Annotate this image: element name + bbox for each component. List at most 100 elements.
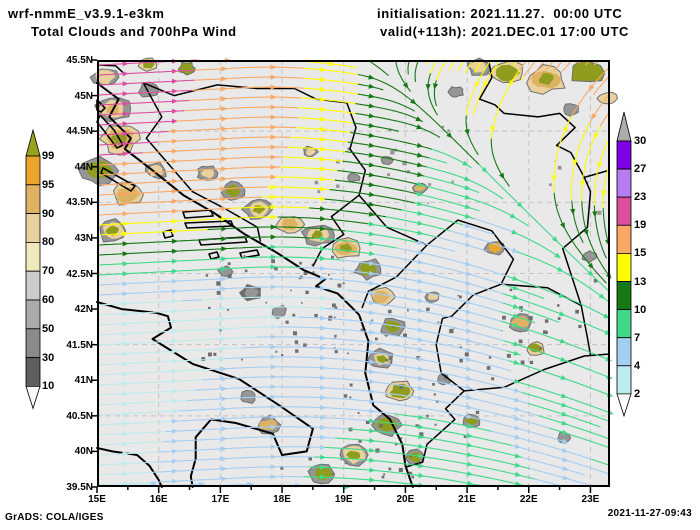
colorbar-segment bbox=[25, 213, 41, 243]
colorbar-label: 2 bbox=[634, 387, 641, 400]
cloud-speck bbox=[292, 313, 296, 317]
cloud-speck bbox=[449, 328, 454, 334]
streamline bbox=[98, 156, 283, 166]
cloud-speck bbox=[444, 376, 447, 380]
init-time-label: initialisation: 2021.11.27. 00:00 UTC bbox=[377, 6, 623, 21]
streamline bbox=[449, 230, 517, 253]
lat-label: 45N bbox=[74, 90, 93, 102]
streamline bbox=[298, 107, 356, 115]
wind-colorbar bbox=[616, 111, 632, 418]
cloud-speck bbox=[502, 315, 506, 320]
streamline bbox=[334, 437, 530, 470]
cloud-speck bbox=[357, 412, 360, 414]
streamline bbox=[303, 476, 431, 488]
colorbar-label: 4 bbox=[634, 359, 641, 372]
streamline bbox=[599, 112, 609, 127]
cloud-speck bbox=[334, 350, 338, 354]
streamline bbox=[342, 259, 503, 295]
cloud-speck bbox=[451, 180, 454, 184]
colorbar-arrow-top bbox=[616, 111, 632, 142]
streamline bbox=[503, 339, 609, 378]
cloud-speck bbox=[334, 334, 337, 338]
coastline bbox=[96, 447, 163, 488]
cloud-speck bbox=[301, 302, 303, 304]
streamline bbox=[230, 206, 309, 209]
cloud-speck bbox=[201, 357, 206, 361]
cloud-blob bbox=[346, 451, 361, 459]
cloud-speck bbox=[544, 319, 549, 323]
cloud-blob bbox=[596, 91, 619, 105]
cloud-blob bbox=[178, 61, 197, 76]
cloud-speck bbox=[464, 352, 469, 357]
streamline bbox=[275, 176, 335, 181]
cloud-speck bbox=[486, 366, 491, 370]
streamline bbox=[474, 218, 515, 233]
cloud-speck bbox=[520, 360, 525, 365]
streamline bbox=[189, 96, 302, 102]
cloud-speck bbox=[387, 173, 390, 177]
streamline bbox=[225, 356, 522, 393]
streamline bbox=[202, 296, 348, 301]
lon-label: 16E bbox=[149, 494, 168, 505]
colorbar-label: 23 bbox=[634, 191, 647, 204]
cloud-speck bbox=[578, 324, 582, 329]
cloud-blob bbox=[271, 304, 287, 320]
streamline bbox=[98, 286, 325, 296]
colorbar-segment bbox=[616, 365, 632, 395]
streamline bbox=[570, 122, 591, 201]
streamline bbox=[98, 89, 193, 96]
lon-label: 20E bbox=[396, 494, 415, 505]
cloud-speck bbox=[347, 352, 349, 355]
streamline bbox=[98, 207, 231, 216]
cloud-speck bbox=[426, 307, 430, 312]
streamline bbox=[98, 306, 325, 316]
streamline bbox=[347, 299, 501, 331]
streamline bbox=[304, 60, 357, 69]
streamline bbox=[490, 69, 521, 139]
cloud-speck bbox=[519, 306, 523, 310]
cloud-speck bbox=[506, 353, 511, 358]
streamline bbox=[424, 175, 480, 194]
cloud-blob bbox=[117, 187, 140, 204]
cloud-speck bbox=[400, 437, 403, 440]
streamline bbox=[98, 420, 172, 426]
cloud-speck bbox=[360, 328, 363, 331]
streamline bbox=[427, 73, 439, 116]
streamline bbox=[98, 99, 190, 106]
colorbar-label: 99 bbox=[42, 150, 55, 162]
streamline bbox=[142, 146, 289, 154]
streamline bbox=[386, 216, 450, 232]
lat-label: 43.5N bbox=[66, 197, 93, 209]
country-border bbox=[143, 82, 367, 267]
streamline bbox=[152, 466, 309, 473]
plot-timestamp: 2021-11-27-09:43 bbox=[607, 508, 692, 519]
island-outline bbox=[239, 249, 260, 259]
cloud-speck bbox=[427, 202, 429, 205]
streamline bbox=[401, 209, 463, 226]
cloud-blob bbox=[200, 169, 215, 179]
streamline bbox=[163, 436, 335, 443]
colorbar-label: 15 bbox=[634, 247, 647, 260]
streamline bbox=[98, 141, 159, 146]
cloud-speck bbox=[434, 423, 437, 426]
cloud-speck bbox=[336, 159, 340, 164]
cloud-speck bbox=[305, 290, 309, 295]
cloud-speck bbox=[415, 424, 419, 428]
streamline bbox=[98, 120, 177, 126]
streamline bbox=[168, 126, 296, 133]
colorbar-segment bbox=[616, 196, 632, 226]
streamline bbox=[357, 73, 480, 165]
streamline bbox=[98, 481, 151, 486]
cloud-speck bbox=[340, 458, 343, 461]
cloud-speck bbox=[408, 471, 413, 476]
streamline bbox=[308, 207, 387, 218]
colorbar-segment bbox=[616, 337, 632, 367]
grads-credit: GrADS: COLA/IGES bbox=[5, 512, 104, 523]
cloud-speck bbox=[312, 271, 315, 274]
island-outline bbox=[208, 251, 220, 260]
colorbar-segment bbox=[25, 184, 41, 214]
streamline bbox=[545, 61, 554, 70]
cloud-speck bbox=[398, 467, 403, 472]
streamline bbox=[571, 200, 584, 244]
streamline bbox=[98, 186, 268, 196]
